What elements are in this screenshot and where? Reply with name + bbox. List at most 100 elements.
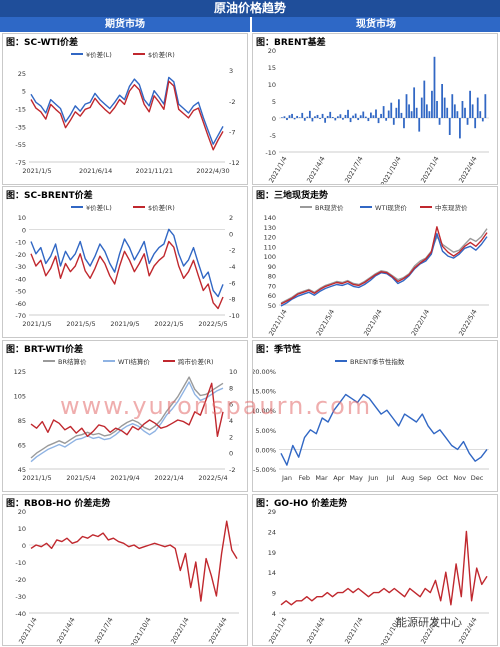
legend-label: BRENT季节性指数 xyxy=(350,357,405,366)
basis-bar xyxy=(291,113,293,118)
y-tick-label: -40 xyxy=(15,610,26,618)
y2-tick-label: 3 xyxy=(229,67,233,75)
y-tick-label: 5.00% xyxy=(255,427,276,435)
y-tick-label: 125 xyxy=(14,368,26,376)
chart-panel-seasonality: 图：季节性 20.00% 15.00% 10.00% 5.00% 0.00% -5.00%… xyxy=(252,340,498,492)
chart-panel-spot-trend: 图：三地现货走势 140 130 120 110 100 90 80 70 60 50 2021/1… xyxy=(252,186,498,338)
x-tick-label: 2021/10/4 xyxy=(379,155,403,184)
y-tick-label: -40 xyxy=(15,275,26,283)
x-tick-label: 2022/1/4 xyxy=(410,308,432,337)
x-tick-label: 2021/5/5 xyxy=(66,320,95,328)
x-tick-label: 2022/4/4 xyxy=(457,155,479,184)
y-tick-label: 10 xyxy=(268,81,276,89)
legend-label: 跨市价差(R) xyxy=(178,357,214,366)
x-tick-label: 2021/5/4 xyxy=(315,308,337,337)
basis-bar xyxy=(342,118,344,120)
x-tick-label: Apr xyxy=(333,474,345,482)
x-tick-label: Aug xyxy=(402,474,415,482)
y-tick-label: 29 xyxy=(268,508,276,516)
legend-label: WTI现货价 xyxy=(375,203,407,212)
y-tick-label: -20 xyxy=(15,576,26,584)
x-tick-label: 2021/4/4 xyxy=(305,155,327,184)
y-tick-label: 0 xyxy=(22,542,26,550)
legend-label: BR结算价 xyxy=(58,357,87,366)
x-tick-label: 2021/1/4 xyxy=(267,155,289,184)
y-tick-label: -20 xyxy=(15,251,26,259)
x-tick-label: 2021/9/5 xyxy=(110,320,139,328)
y-tick-label: 15 xyxy=(268,64,276,72)
x-tick-label: 2022/1/4 xyxy=(419,155,441,184)
basis-bar xyxy=(405,94,408,118)
brand-label: 能源研发中心 xyxy=(396,616,462,629)
x-tick-label: 2022/5/4 xyxy=(457,308,479,337)
x-tick-label: Jun xyxy=(367,474,378,482)
y-tick-label: 20.00% xyxy=(253,368,276,376)
basis-bar xyxy=(438,118,441,125)
chart-title: 图：GO-HO 价差走势 xyxy=(256,499,348,509)
watermark: www.yuronspaurn.com xyxy=(60,392,373,420)
basis-bar xyxy=(286,118,288,121)
x-tick-label: 2021/9/4 xyxy=(110,474,139,482)
brt-wti-chart: 125 105 85 65 45 10 8 6 4 2 0 -2 2021/1/5 2021/5/4 202… xyxy=(14,357,238,482)
chart-panel-go-ho: 图：GO-HO 价差走势 29 24 19 14 9 4 2021/1/4 2021/4/4 2… xyxy=(252,494,498,646)
x-tick-label: 2021/1/5 xyxy=(22,320,51,328)
basis-bar xyxy=(380,113,382,118)
basis-bar xyxy=(471,104,474,118)
basis-bar xyxy=(428,111,431,118)
y-tick-label: 105 xyxy=(14,393,26,401)
y-tick-label: -5.00% xyxy=(253,466,276,474)
y-tick-label: 4 xyxy=(272,610,276,618)
basis-bar xyxy=(410,111,413,118)
basis-bar xyxy=(464,107,466,118)
basis-bar xyxy=(357,118,360,121)
seasonality-chart: 20.00% 15.00% 10.00% 5.00% 0.00% -5.00% Jan Feb… xyxy=(253,357,489,482)
basis-bar xyxy=(296,115,299,118)
x-tick-label: 2022/5/5 xyxy=(198,320,227,328)
legend-label: ¥价差(L) xyxy=(86,203,112,212)
y-tick-label: 130 xyxy=(264,224,276,232)
y-tick-label: 24 xyxy=(268,528,276,536)
x-tick-label: 2021/7/4 xyxy=(343,155,365,184)
basis-bar xyxy=(331,116,334,118)
y2-tick-label: 10 xyxy=(229,368,237,376)
y-tick-label: -5 xyxy=(270,132,276,140)
y2-tick-label: 8 xyxy=(229,384,233,392)
y2-tick-label: -10 xyxy=(229,312,240,320)
y2-tick-label: 4 xyxy=(229,417,233,425)
series-line xyxy=(30,382,224,438)
y-tick-label: 65 xyxy=(18,442,26,450)
basis-bar xyxy=(352,115,354,118)
y2-tick-label: 2 xyxy=(229,214,233,222)
y-tick-label: 60 xyxy=(268,292,276,300)
basis-bar xyxy=(453,104,456,118)
basis-bar xyxy=(288,115,291,118)
x-tick-label: Jul xyxy=(386,474,395,482)
basis-bar xyxy=(362,111,365,118)
y2-tick-label: -4 xyxy=(229,263,235,271)
x-tick-label: 2021/10/4 xyxy=(129,616,153,645)
basis-bar xyxy=(301,112,304,118)
basis-bar xyxy=(314,116,316,118)
basis-bar xyxy=(370,112,372,118)
x-tick-label: Jan xyxy=(281,474,292,482)
basis-bar xyxy=(479,111,482,118)
basis-bar xyxy=(382,106,385,118)
sc-brent-chart: 100-10-20-30-40-50-60-7020-2-4-6-8-10202… xyxy=(15,203,240,328)
series-line xyxy=(280,228,488,304)
basis-bar xyxy=(459,118,461,139)
basis-bar xyxy=(395,107,398,118)
basis-bar xyxy=(415,107,418,118)
x-tick-label: May xyxy=(349,474,363,482)
x-tick-label: 2022/1/4 xyxy=(154,474,183,482)
basis-bar xyxy=(466,118,469,125)
basis-bar xyxy=(397,99,400,118)
basis-bar xyxy=(436,101,438,118)
basis-bar xyxy=(418,118,421,132)
basis-bar xyxy=(367,118,370,122)
basis-bar xyxy=(375,109,377,118)
basis-bar xyxy=(349,118,352,123)
futures-section-header: 期货市场 xyxy=(0,17,250,32)
basis-bar xyxy=(298,117,301,118)
y-tick-label: 5 xyxy=(272,98,276,106)
